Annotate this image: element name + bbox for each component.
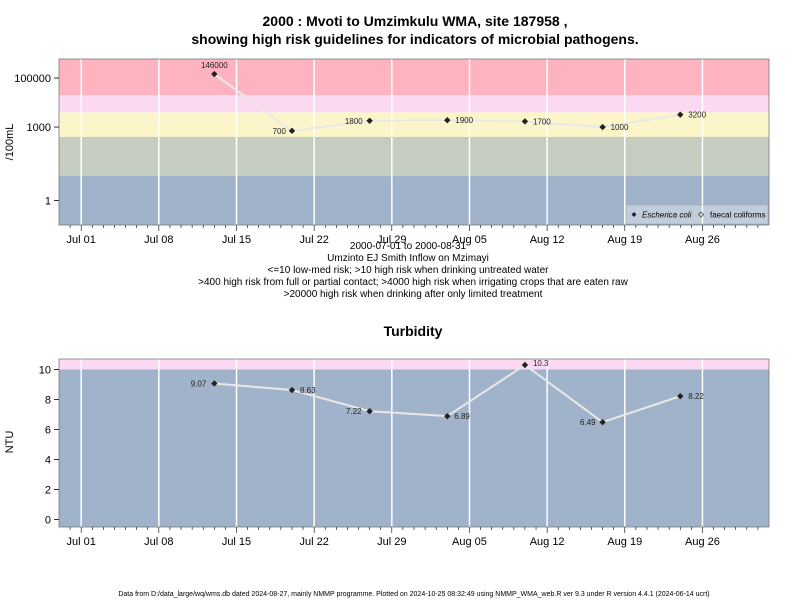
data-point-4 bbox=[521, 361, 529, 369]
data-point-4 bbox=[521, 118, 529, 125]
x-tick-label-4: Jul 29 bbox=[377, 234, 406, 246]
risk-band-2 bbox=[59, 112, 769, 137]
x-tick-label-7: Aug 19 bbox=[607, 234, 642, 246]
caption-line-2: Umzinto EJ Smith Inflow on Mzimayi bbox=[327, 253, 489, 264]
chart1-title-line1: 2000 : Mvoti to Umzimkulu WMA, site 1879… bbox=[263, 13, 568, 29]
y-tick-label-2: 100000 bbox=[14, 73, 51, 85]
data-label-4: 10.3 bbox=[533, 359, 549, 368]
x-tick-label-1: Jul 08 bbox=[144, 536, 173, 548]
data-label-6: 3200 bbox=[688, 111, 706, 120]
data-label-1: 8.63 bbox=[300, 386, 316, 395]
data-label-5: 6.49 bbox=[580, 418, 596, 427]
turbidity-plot-panel: 0 2 4 6 8 10 Jul 01 Jul 08 Jul 15 Jul 22 Jul 29 Aug… bbox=[39, 358, 770, 548]
data-label-1: 700 bbox=[273, 127, 287, 136]
y-tick-label-1: 1000 bbox=[27, 122, 51, 134]
x-tick-label-5: Aug 05 bbox=[452, 234, 487, 246]
data-label-3: 6.89 bbox=[454, 412, 470, 421]
caption-line-3: <=10 low-med risk; >10 high risk when dr… bbox=[268, 265, 550, 276]
chart1-y-axis-label: /100mL bbox=[4, 124, 16, 161]
caption-line-5: >20000 high risk when drinking after onl… bbox=[284, 289, 543, 300]
chart2-y-axis-label: NTU bbox=[4, 431, 16, 454]
y-tick-label-3: 6 bbox=[45, 425, 51, 437]
data-point-2 bbox=[366, 117, 373, 124]
x-tick-label-6: Aug 12 bbox=[530, 536, 565, 548]
chart2-title: Turbidity bbox=[384, 323, 443, 339]
x-tick-label-8: Aug 26 bbox=[685, 536, 720, 548]
data-label-6: 8.22 bbox=[688, 392, 704, 401]
caption-line-1: 2000-07-01 to 2000-08-31 bbox=[350, 241, 467, 252]
y-tick-label-0: 1 bbox=[45, 196, 51, 208]
chart1-title-line2: showing high risk guidelines for indicat… bbox=[191, 31, 638, 47]
x-tick-label-8: Aug 26 bbox=[685, 234, 720, 246]
legend-label-faecal: faecal coliforms bbox=[710, 211, 766, 220]
x-tick-label-7: Aug 19 bbox=[607, 536, 642, 548]
x-tick-label-3: Jul 22 bbox=[299, 234, 328, 246]
x-tick-label-2: Jul 15 bbox=[222, 234, 251, 246]
data-point-0 bbox=[211, 380, 218, 387]
y-tick-label-5: 10 bbox=[39, 365, 51, 377]
data-point-1 bbox=[288, 386, 296, 394]
x-tick-label-6: Aug 12 bbox=[530, 234, 565, 246]
data-point-6 bbox=[677, 393, 684, 400]
data-label-0: 146000 bbox=[201, 61, 228, 70]
y-tick-label-1: 2 bbox=[45, 485, 51, 497]
x-tick-label-4: Jul 29 bbox=[377, 536, 406, 548]
legend-box bbox=[625, 204, 769, 225]
legend-marker-ecoli bbox=[631, 212, 637, 217]
risk-band-1 bbox=[59, 359, 769, 370]
x-tick-label-2: Jul 15 bbox=[222, 536, 251, 548]
x-tick-label-3: Jul 22 bbox=[299, 536, 328, 548]
legend-label-ecoli: Escherica coli bbox=[642, 211, 692, 220]
data-label-4: 1700 bbox=[533, 117, 551, 126]
risk-band-3 bbox=[59, 95, 769, 113]
x-tick-label-0: Jul 01 bbox=[67, 234, 96, 246]
data-point-6 bbox=[677, 111, 684, 118]
y-tick-label-2: 4 bbox=[45, 455, 51, 467]
risk-band-0 bbox=[59, 369, 769, 527]
data-point-5 bbox=[599, 123, 606, 131]
x-tick-label-0: Jul 01 bbox=[67, 536, 96, 548]
data-label-0: 9.07 bbox=[191, 379, 207, 388]
data-point-5 bbox=[599, 418, 606, 426]
risk-band-4 bbox=[59, 59, 769, 96]
data-label-3: 1900 bbox=[455, 116, 473, 125]
x-tick-label-5: Aug 05 bbox=[452, 536, 487, 548]
y-tick-label-0: 0 bbox=[45, 515, 51, 527]
data-point-1 bbox=[288, 127, 296, 135]
legend-marker-faecal bbox=[697, 211, 705, 218]
data-point-0 bbox=[211, 70, 218, 78]
microbial-plot-panel: 1 1000 100000 Jul 01 Jul 08 Jul 15 Jul 22 Jul 2… bbox=[14, 58, 770, 246]
risk-band-0 bbox=[59, 176, 769, 225]
data-point-3 bbox=[444, 412, 451, 420]
data-label-5: 1000 bbox=[611, 123, 629, 132]
data-point-3 bbox=[444, 117, 451, 124]
data-point-2 bbox=[366, 408, 373, 415]
data-label-2: 1800 bbox=[345, 117, 363, 126]
data-label-2: 7.22 bbox=[346, 407, 362, 416]
risk-band-1 bbox=[59, 136, 769, 177]
footer-note: Data from D:/data_large/wq/wms.db dated … bbox=[118, 591, 709, 598]
x-tick-label-1: Jul 08 bbox=[144, 234, 173, 246]
caption-line-4: >400 high risk from full or partial cont… bbox=[198, 277, 628, 288]
y-tick-label-4: 8 bbox=[45, 395, 51, 407]
